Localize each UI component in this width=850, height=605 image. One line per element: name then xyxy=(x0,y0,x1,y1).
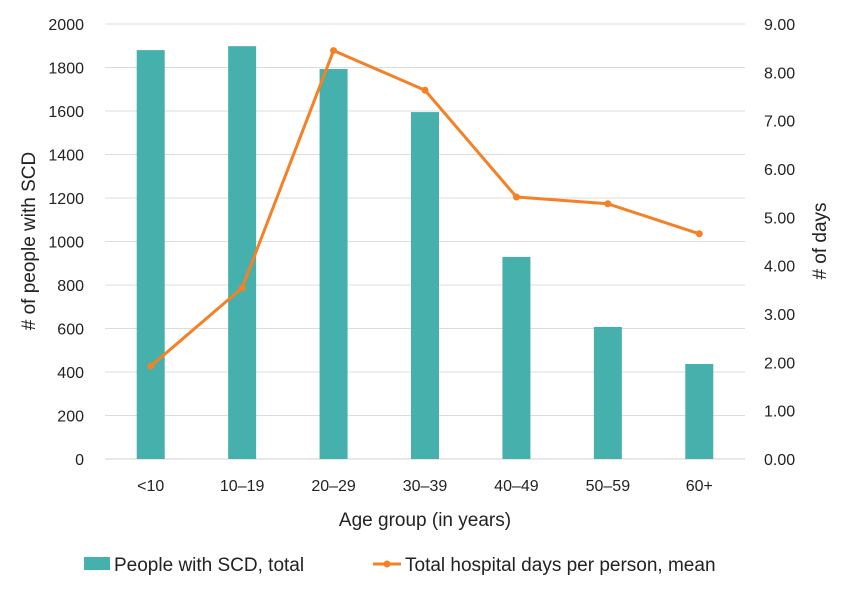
right-axis-ticks: 0.00 1.00 2.00 3.00 4.00 5.00 6.00 7.00 8.00 9.00 xyxy=(764,17,795,469)
y2-axis-title: # of days xyxy=(810,202,831,279)
y2-tick-label: 8.00 xyxy=(764,65,795,82)
x-tick-label: 20–29 xyxy=(311,478,356,495)
bar xyxy=(502,256,531,459)
legend: People with SCD, total Total hospital da… xyxy=(84,555,716,576)
legend-bar-swatch xyxy=(84,557,110,570)
bar xyxy=(136,50,165,459)
x-tick-label: 10–19 xyxy=(220,478,265,495)
y-tick-label: 600 xyxy=(57,322,84,339)
y2-tick-label: 7.00 xyxy=(764,114,795,131)
x-axis-ticks: <10 10–19 20–29 30–39 40–49 50–59 60+ xyxy=(137,478,713,495)
y2-tick-label: 0.00 xyxy=(764,452,795,469)
x-tick-label: 60+ xyxy=(686,478,713,495)
y2-tick-label: 4.00 xyxy=(764,259,795,276)
y2-tick-label: 5.00 xyxy=(764,210,795,227)
y-tick-label: 1000 xyxy=(48,235,84,252)
y-tick-label: 800 xyxy=(57,278,84,295)
bar xyxy=(319,69,348,460)
y-tick-label: 1400 xyxy=(48,148,84,165)
x-tick-label: 50–59 xyxy=(586,478,631,495)
y-axis-title: # of people with SCD xyxy=(19,152,40,331)
y2-tick-label: 2.00 xyxy=(764,355,795,372)
left-axis-ticks: 0 200 400 600 800 1000 1200 1400 1600 1800 2000 xyxy=(48,17,84,469)
y-tick-label: 1800 xyxy=(48,61,84,78)
bar xyxy=(593,326,622,459)
line-series xyxy=(147,47,703,370)
bar-series xyxy=(136,46,714,460)
line-point xyxy=(604,200,612,208)
y2-tick-label: 3.00 xyxy=(764,307,795,324)
bar xyxy=(228,46,257,460)
line-point xyxy=(695,230,703,238)
line-point xyxy=(512,193,520,201)
x-tick-label: 40–49 xyxy=(494,478,539,495)
y-tick-label: 200 xyxy=(57,409,84,426)
line-point xyxy=(330,47,338,55)
y-tick-label: 0 xyxy=(75,452,84,469)
legend-line-marker xyxy=(383,560,391,568)
x-axis-title: Age group (in years) xyxy=(339,510,511,531)
bar xyxy=(411,112,439,460)
y-tick-label: 2000 xyxy=(48,17,84,34)
line-point xyxy=(238,284,246,292)
line-point xyxy=(421,86,429,94)
line-point xyxy=(147,362,155,370)
y2-tick-label: 9.00 xyxy=(764,17,795,34)
x-tick-label: 30–39 xyxy=(403,478,448,495)
y-tick-label: 400 xyxy=(57,365,84,382)
y2-tick-label: 6.00 xyxy=(764,162,795,179)
y2-tick-label: 1.00 xyxy=(764,404,795,421)
y-tick-label: 1600 xyxy=(48,104,84,121)
x-tick-label: <10 xyxy=(137,478,164,495)
legend-bar-label: People with SCD, total xyxy=(114,555,304,576)
bar xyxy=(685,363,714,459)
legend-line-label: Total hospital days per person, mean xyxy=(405,555,716,576)
y-tick-label: 1200 xyxy=(48,191,84,208)
